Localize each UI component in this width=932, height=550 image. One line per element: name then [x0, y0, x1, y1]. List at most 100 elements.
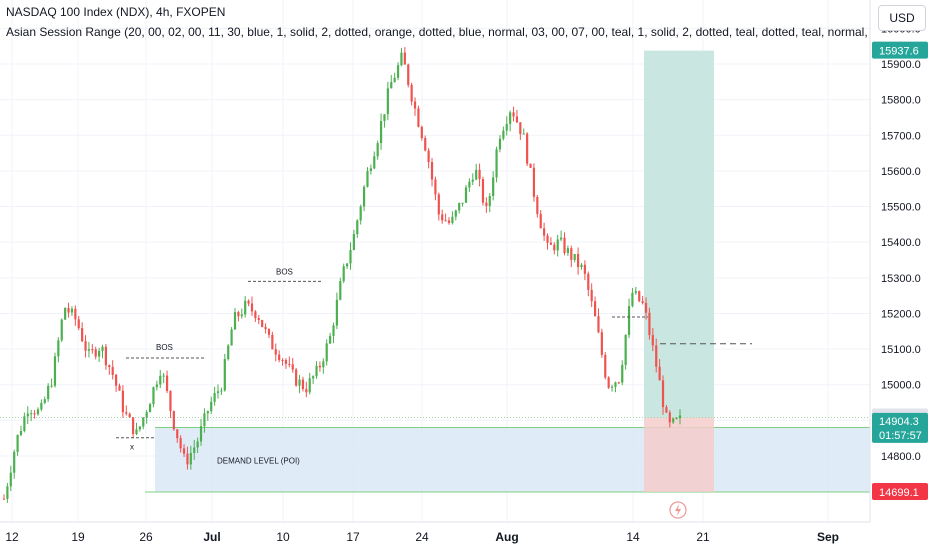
candle [495, 146, 498, 183]
candle-body [495, 149, 498, 178]
candle [641, 296, 644, 305]
candle [36, 407, 40, 416]
candle [386, 81, 389, 121]
time-tick: 12 [5, 530, 19, 544]
candle-body [390, 82, 393, 89]
candle-body [312, 376, 315, 379]
candle-body [101, 346, 104, 351]
candle-body [237, 312, 240, 317]
candle-body [250, 303, 254, 312]
candle [325, 339, 328, 366]
candle [509, 110, 512, 132]
candle [410, 82, 413, 106]
candle-body [278, 354, 281, 360]
candle-body [481, 179, 485, 203]
candle-body [213, 392, 216, 402]
time-tick: 24 [415, 530, 429, 544]
candle-body [675, 418, 678, 420]
candle-body [176, 429, 179, 439]
candle-body [308, 378, 311, 393]
candle [488, 192, 491, 213]
candle-body [359, 206, 362, 221]
candle [135, 422, 138, 436]
candle-body [678, 415, 682, 419]
candle [98, 347, 101, 362]
chart-zones: DEMAND LEVEL (POI) [0, 50, 870, 493]
candle-body [70, 308, 74, 313]
candle [451, 211, 454, 225]
candle [536, 194, 539, 218]
candle-body [546, 235, 549, 243]
price-tick: 15000.0 [881, 380, 921, 392]
candle-body [227, 345, 230, 360]
candle [539, 209, 542, 229]
candle-body [529, 163, 532, 168]
candle-body [587, 273, 590, 290]
candle [604, 352, 607, 380]
candle [553, 242, 556, 255]
candle [271, 331, 274, 350]
candle-body [274, 349, 277, 355]
candle [216, 384, 220, 399]
candle [312, 375, 315, 384]
candle-body [257, 318, 260, 321]
candle [2, 494, 6, 500]
time-tick: Aug [495, 530, 518, 544]
candle-body [77, 319, 80, 329]
candle [345, 263, 349, 270]
candle [359, 204, 362, 225]
candle-body [125, 412, 128, 414]
candle-body [138, 426, 141, 430]
candle-body [349, 249, 352, 264]
candle [230, 327, 233, 346]
candle-body [464, 187, 468, 203]
demand-zone-label: DEMAND LEVEL (POI) [217, 457, 300, 466]
candle-body [407, 64, 410, 85]
candle [193, 439, 196, 460]
candle [16, 434, 19, 456]
candle-body [413, 101, 417, 109]
candle-body [264, 326, 267, 330]
candle [53, 352, 57, 388]
candle-body [444, 220, 447, 222]
candle [87, 341, 91, 358]
candle [288, 356, 291, 368]
candle-body [471, 179, 474, 182]
candle [213, 386, 216, 406]
candle-body [549, 242, 553, 245]
candle [519, 122, 522, 140]
candle [332, 322, 335, 344]
candle-body [131, 417, 135, 435]
candle-body [488, 195, 491, 207]
candle [131, 417, 135, 439]
candle [339, 277, 342, 301]
target-price-label: 15937.6 [872, 41, 928, 59]
candle-body [648, 312, 651, 336]
candle-body [658, 366, 661, 381]
candle [30, 409, 33, 422]
candle-body [67, 307, 70, 313]
candle-body [461, 202, 464, 204]
indicator-legend[interactable]: Asian Session Range (20, 00, 02, 00, 11,… [6, 25, 870, 39]
candle-body [104, 346, 108, 366]
last-price-bg [872, 412, 928, 443]
candle-body [298, 379, 301, 386]
candle-body [33, 413, 36, 415]
candle [675, 417, 678, 420]
candle [420, 125, 423, 141]
candle [250, 296, 254, 316]
currency-button[interactable]: USD [878, 5, 926, 31]
candle-body [631, 292, 634, 307]
candle-body [53, 356, 57, 386]
candle [43, 396, 46, 405]
candle [305, 381, 308, 398]
candle-body [417, 108, 420, 127]
price-tick: 15300.0 [881, 273, 921, 285]
candle-body [40, 402, 43, 410]
candle-body [420, 126, 423, 139]
candle [274, 343, 277, 362]
candle [430, 158, 434, 187]
candle-body [485, 202, 488, 207]
candle-body [16, 435, 19, 452]
